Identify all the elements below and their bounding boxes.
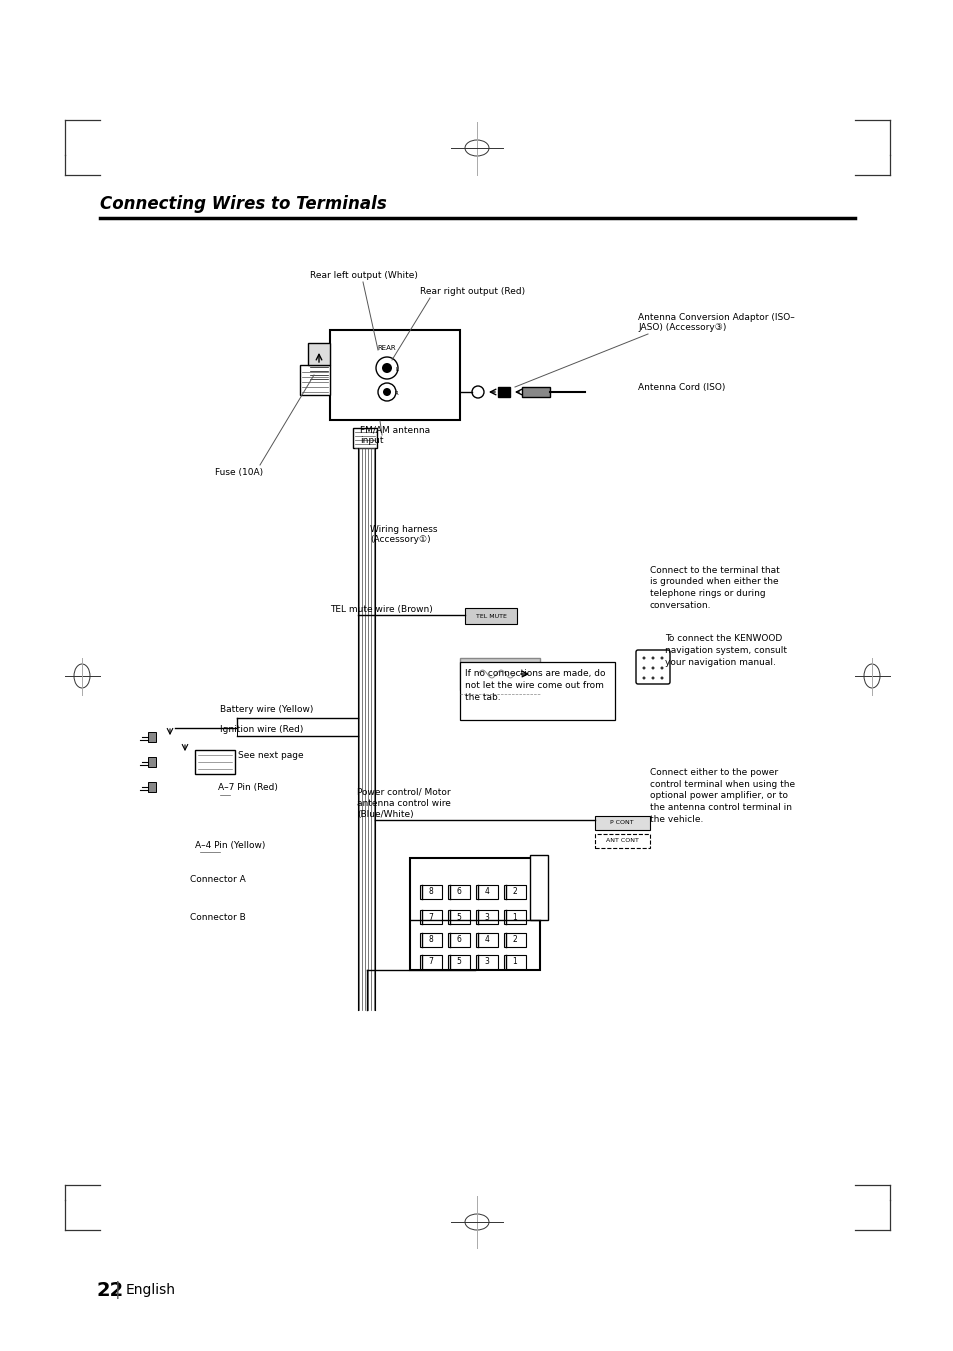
Text: 5: 5 xyxy=(456,912,461,921)
Text: 6: 6 xyxy=(456,935,461,944)
Circle shape xyxy=(651,677,654,680)
Text: 7: 7 xyxy=(428,958,433,966)
Text: 4: 4 xyxy=(484,888,489,897)
Bar xyxy=(521,386,550,397)
Bar xyxy=(353,428,376,449)
Circle shape xyxy=(651,657,654,659)
Bar xyxy=(459,662,615,720)
FancyBboxPatch shape xyxy=(636,650,669,684)
Bar xyxy=(419,934,441,947)
Circle shape xyxy=(641,657,645,659)
Circle shape xyxy=(659,657,662,659)
Bar xyxy=(419,911,441,924)
Text: If no connections are made, do
not let the wire come out from
the tab.: If no connections are made, do not let t… xyxy=(464,669,605,703)
Text: Rear right output (Red): Rear right output (Red) xyxy=(419,286,524,296)
Text: See next page: See next page xyxy=(237,751,303,761)
Text: Rear left output (White): Rear left output (White) xyxy=(310,272,417,280)
Circle shape xyxy=(381,363,392,373)
Text: 2: 2 xyxy=(512,888,517,897)
Circle shape xyxy=(651,666,654,670)
Bar xyxy=(503,955,525,969)
Bar xyxy=(448,955,470,969)
Text: TEL mute wire (Brown): TEL mute wire (Brown) xyxy=(330,605,433,613)
Text: L: L xyxy=(395,367,398,372)
Text: Connect to the terminal that
is grounded when either the
telephone rings or duri: Connect to the terminal that is grounded… xyxy=(649,566,779,611)
Bar xyxy=(459,658,539,690)
Circle shape xyxy=(659,666,662,670)
Bar xyxy=(308,343,330,365)
Bar xyxy=(595,834,649,848)
Bar xyxy=(448,934,470,947)
Bar xyxy=(497,386,510,397)
Bar xyxy=(148,732,156,742)
Circle shape xyxy=(659,677,662,680)
Text: R: R xyxy=(395,390,398,396)
Bar xyxy=(595,816,649,830)
Text: 5: 5 xyxy=(456,958,461,966)
Text: 8: 8 xyxy=(428,935,433,944)
Text: Connect either to the power
control terminal when using the
optional power ampli: Connect either to the power control term… xyxy=(649,767,794,824)
Text: ANT CONT: ANT CONT xyxy=(605,839,638,843)
Bar xyxy=(299,365,330,394)
Text: Fuse (10A): Fuse (10A) xyxy=(214,467,263,477)
Text: A–4 Pin (Yellow): A–4 Pin (Yellow) xyxy=(194,842,265,850)
Text: Connecting Wires to Terminals: Connecting Wires to Terminals xyxy=(100,195,386,213)
Bar xyxy=(476,885,497,898)
Text: 8: 8 xyxy=(428,888,433,897)
Text: 2: 2 xyxy=(512,935,517,944)
Circle shape xyxy=(641,677,645,680)
Bar xyxy=(410,858,539,970)
Bar xyxy=(503,885,525,898)
Text: A–7 Pin (Red): A–7 Pin (Red) xyxy=(218,784,277,792)
Text: 4: 4 xyxy=(484,935,489,944)
Text: English: English xyxy=(126,1283,175,1297)
Bar xyxy=(148,757,156,767)
Bar xyxy=(476,911,497,924)
Bar xyxy=(419,955,441,969)
Text: Power control/ Motor
antenna control wire
(Blue/White): Power control/ Motor antenna control wir… xyxy=(356,788,451,819)
Circle shape xyxy=(641,666,645,670)
Text: 1: 1 xyxy=(512,912,517,921)
Text: Connector B: Connector B xyxy=(190,913,246,921)
Bar xyxy=(330,330,459,420)
Bar xyxy=(419,885,441,898)
Bar xyxy=(448,885,470,898)
Circle shape xyxy=(382,388,391,396)
Text: Battery wire (Yellow): Battery wire (Yellow) xyxy=(220,705,313,713)
Text: 3: 3 xyxy=(484,912,489,921)
Bar xyxy=(194,750,234,774)
Bar xyxy=(503,911,525,924)
Text: 1: 1 xyxy=(512,958,517,966)
Text: TEL MUTE: TEL MUTE xyxy=(475,613,506,619)
Bar xyxy=(476,934,497,947)
Text: 7: 7 xyxy=(428,912,433,921)
Text: Antenna Conversion Adaptor (ISO–
JASO) (Accessory③): Antenna Conversion Adaptor (ISO– JASO) (… xyxy=(638,312,794,332)
Bar xyxy=(448,911,470,924)
Text: 3: 3 xyxy=(484,958,489,966)
Text: P CONT: P CONT xyxy=(610,820,633,825)
Bar xyxy=(503,934,525,947)
Bar xyxy=(530,855,547,920)
Text: Antenna Cord (ISO): Antenna Cord (ISO) xyxy=(638,382,724,392)
Bar xyxy=(476,955,497,969)
Bar xyxy=(464,608,517,624)
Text: 6: 6 xyxy=(456,888,461,897)
Bar xyxy=(148,782,156,792)
Text: Connector A: Connector A xyxy=(190,875,246,884)
Text: Wiring harness
(Accessory①): Wiring harness (Accessory①) xyxy=(370,524,437,544)
Text: 22: 22 xyxy=(97,1281,124,1300)
Text: Ignition wire (Red): Ignition wire (Red) xyxy=(220,725,303,734)
Text: |: | xyxy=(115,1281,120,1300)
Text: FM/AM antenna
input: FM/AM antenna input xyxy=(359,426,430,444)
Text: REAR: REAR xyxy=(377,345,395,351)
Text: To connect the KENWOOD
navigation system, consult
your navigation manual.: To connect the KENWOOD navigation system… xyxy=(664,635,786,667)
